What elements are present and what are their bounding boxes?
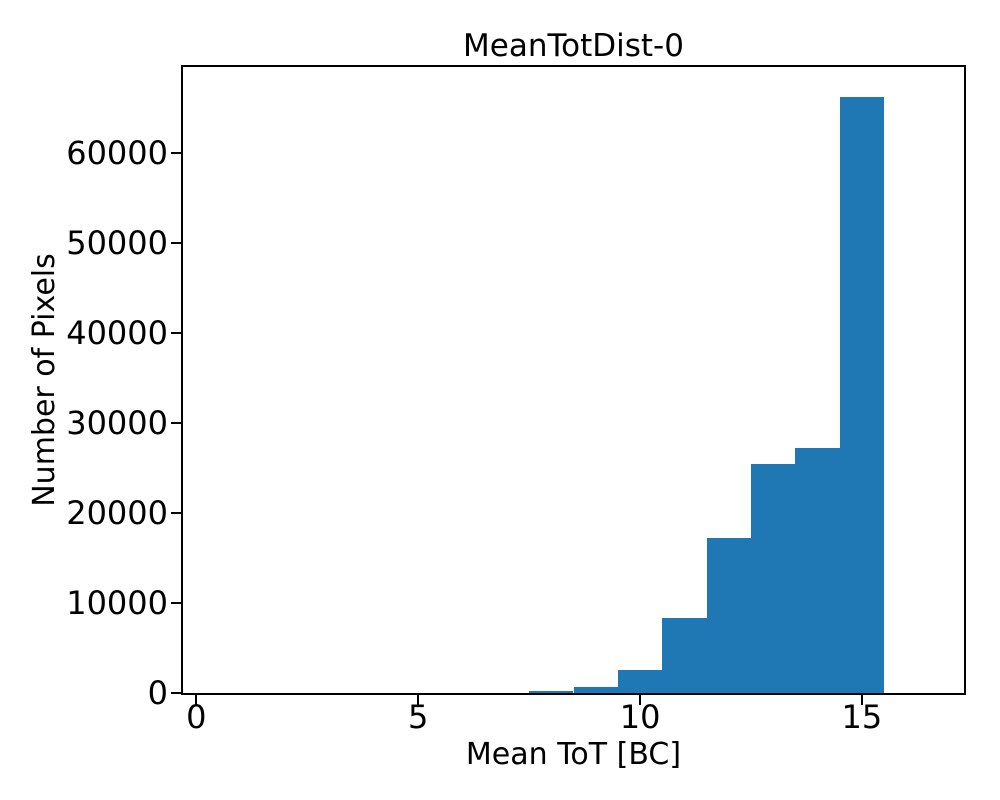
x-axis-label: Mean ToT [BC] [465, 737, 682, 772]
histogram-bar [839, 96, 885, 693]
y-tick-label: 0 [147, 674, 168, 712]
y-tick-mark [171, 332, 181, 335]
histogram-bar [662, 617, 707, 693]
x-tick-mark [417, 695, 420, 705]
y-tick-label: 60000 [66, 134, 168, 173]
y-tick-label: 30000 [66, 404, 168, 443]
x-tick-label: 5 [408, 698, 429, 736]
histogram-bar [617, 670, 663, 693]
histogram-bar [751, 463, 796, 693]
x-tick-label: 0 [186, 698, 207, 736]
x-tick-mark [639, 695, 642, 705]
y-tick-mark [171, 242, 181, 245]
histogram-bar [795, 448, 840, 693]
y-tick-label: 10000 [66, 584, 168, 622]
y-tick-mark [171, 422, 181, 425]
x-tick-label: 10 [619, 698, 661, 736]
y-tick-label: 50000 [66, 224, 168, 263]
x-tick-mark [195, 695, 198, 705]
histogram-bar [529, 690, 574, 693]
y-tick-mark [171, 602, 181, 604]
plot-area [183, 67, 964, 693]
y-tick-mark [171, 512, 181, 515]
y-tick-label: 40000 [66, 314, 168, 353]
y-axis-label: Number of Pixels [27, 253, 62, 507]
x-tick-label: 15 [841, 698, 883, 736]
histogram-bar [573, 686, 618, 693]
histogram-bar [706, 538, 751, 693]
x-tick-mark [860, 695, 863, 705]
y-tick-mark [171, 152, 181, 155]
y-tick-label: 20000 [66, 494, 168, 533]
y-tick-mark [171, 692, 181, 694]
chart-title: MeanTotDist-0 [463, 28, 684, 64]
